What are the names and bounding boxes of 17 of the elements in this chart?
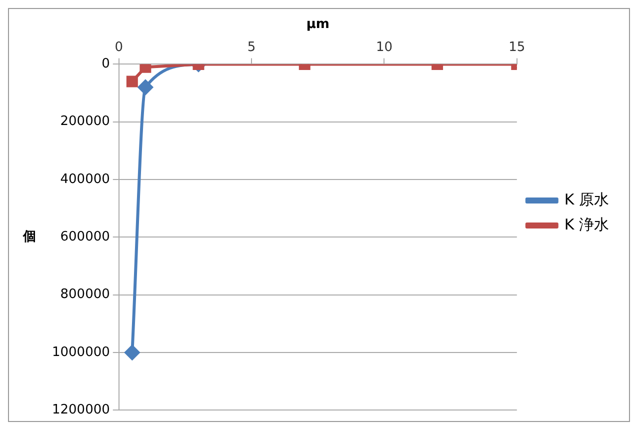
y-tick-label: 600000: [60, 230, 110, 245]
y-tick-label: 1000000: [52, 344, 110, 360]
y-tick-label: 0: [102, 56, 110, 72]
x-axis-title: µm: [306, 17, 330, 32]
legend-label: K 原水: [564, 190, 610, 208]
x-tick-label: 5: [247, 40, 256, 55]
y-axis-title: 個: [22, 230, 36, 245]
legend-label: K 浄水: [564, 215, 610, 234]
x-tick-label: 10: [376, 40, 393, 55]
x-tick-label: 0: [114, 40, 124, 55]
point: [124, 345, 140, 360]
x-tick-label: 15: [508, 40, 526, 55]
y-tick-label: 800000: [60, 287, 110, 302]
y-tick-label: 1200000: [52, 402, 110, 418]
point: [140, 64, 152, 73]
y-tick-label: 200000: [60, 114, 110, 130]
y-tick-label: 400000: [60, 172, 110, 187]
